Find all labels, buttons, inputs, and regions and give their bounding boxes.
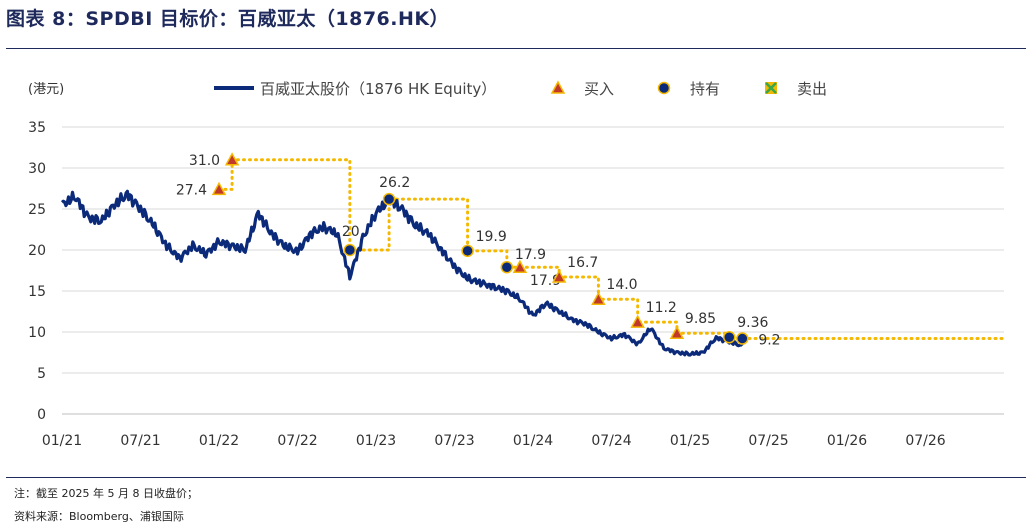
rating-label: 19.9 xyxy=(476,229,507,245)
legend-label-buy: 买入 xyxy=(584,80,614,98)
rating-label: 9.85 xyxy=(685,311,716,327)
legend-sell-cross xyxy=(765,82,777,94)
title-divider xyxy=(6,48,1026,49)
rating-label: 14.0 xyxy=(606,277,637,293)
rating-label: 9.36 xyxy=(737,315,768,331)
rating-label: 31.0 xyxy=(189,153,220,169)
source-note: 资料来源：Bloomberg、浦银国际 xyxy=(14,510,184,523)
x-tick-label: 07/21 xyxy=(120,433,160,449)
hold-marker xyxy=(382,192,396,206)
x-tick-label: 07/24 xyxy=(591,433,631,449)
rating-label: 17.9 xyxy=(515,247,546,263)
y-tick-label: 15 xyxy=(28,284,46,300)
hold-marker xyxy=(343,243,357,257)
x-tick-label: 01/25 xyxy=(670,433,710,449)
x-tick-label: 01/21 xyxy=(42,433,82,449)
price-target-chart: 0 5 10 15 20 25 30 35 01/21 07/21 01/22 07/22 01/23 0… xyxy=(28,80,1006,449)
hold-marker xyxy=(461,244,474,258)
legend-buy-icon xyxy=(550,80,566,94)
target-price-path xyxy=(217,158,1006,341)
price-series-line xyxy=(60,189,744,357)
hold-marker xyxy=(736,332,749,345)
price-line xyxy=(60,189,744,357)
rating-label: 9.2 xyxy=(758,333,780,349)
x-tick-label: 07/25 xyxy=(748,433,788,449)
legend-label-price: 百威亚太股价（1876 HK Equity） xyxy=(260,80,496,98)
legend: 百威亚太股价（1876 HK Equity） 买入 持有 卖出 xyxy=(214,80,827,98)
axes: 0 5 10 15 20 25 30 35 01/21 07/21 01/22 07/22 01/23 0… xyxy=(28,82,1004,449)
hold-marker xyxy=(723,330,736,344)
buy-marker xyxy=(512,259,528,273)
buy-marker xyxy=(551,269,567,283)
x-tick-label: 07/26 xyxy=(905,433,945,449)
rating-label: 11.2 xyxy=(646,300,677,316)
legend-label-sell: 卖出 xyxy=(797,80,827,98)
chart-title: 图表 8：SPDBI 目标价：百威亚太（1876.HK） xyxy=(6,8,450,30)
legend-hold-icon xyxy=(657,81,671,95)
x-tick-label: 01/24 xyxy=(513,433,553,449)
buy-marker xyxy=(630,314,645,328)
y-axis-label: (港元) xyxy=(28,82,64,97)
rating-label: 26.2 xyxy=(379,175,410,191)
footnote: 注：截至 2025 年 5 月 8 日收盘价； xyxy=(14,487,198,500)
x-tick-label: 01/22 xyxy=(199,433,239,449)
y-tick-label: 5 xyxy=(37,366,46,382)
gridlines xyxy=(62,126,1004,415)
rating-label: 16.7 xyxy=(567,255,598,271)
y-tick-label: 30 xyxy=(28,161,46,177)
y-tick-label: 25 xyxy=(28,202,46,218)
buy-marker xyxy=(224,152,240,166)
y-tick-label: 10 xyxy=(28,325,46,341)
y-tick-label: 0 xyxy=(37,407,46,423)
buy-marker xyxy=(591,291,606,305)
rating-markers: 27.4 31.0 20 26.2 19.9 17.9 17.9 16.7 14.0 11.2 9.… xyxy=(176,152,781,349)
rating-label: 27.4 xyxy=(176,182,207,198)
legend-label-hold: 持有 xyxy=(690,80,720,98)
rating-label: 17.9 xyxy=(530,273,561,289)
y-tick-label: 35 xyxy=(28,120,46,136)
target-price-line xyxy=(217,158,1006,341)
footer-divider xyxy=(6,477,1026,478)
y-tick-label: 20 xyxy=(28,243,46,259)
x-tick-label: 07/23 xyxy=(434,433,474,449)
buy-marker xyxy=(211,181,227,196)
x-tick-label: 07/22 xyxy=(277,433,317,449)
x-tick-label: 01/26 xyxy=(827,433,867,449)
hold-marker xyxy=(500,260,514,274)
buy-marker xyxy=(669,325,685,339)
rating-label: 20 xyxy=(342,224,360,240)
x-tick-label: 01/23 xyxy=(356,433,396,449)
